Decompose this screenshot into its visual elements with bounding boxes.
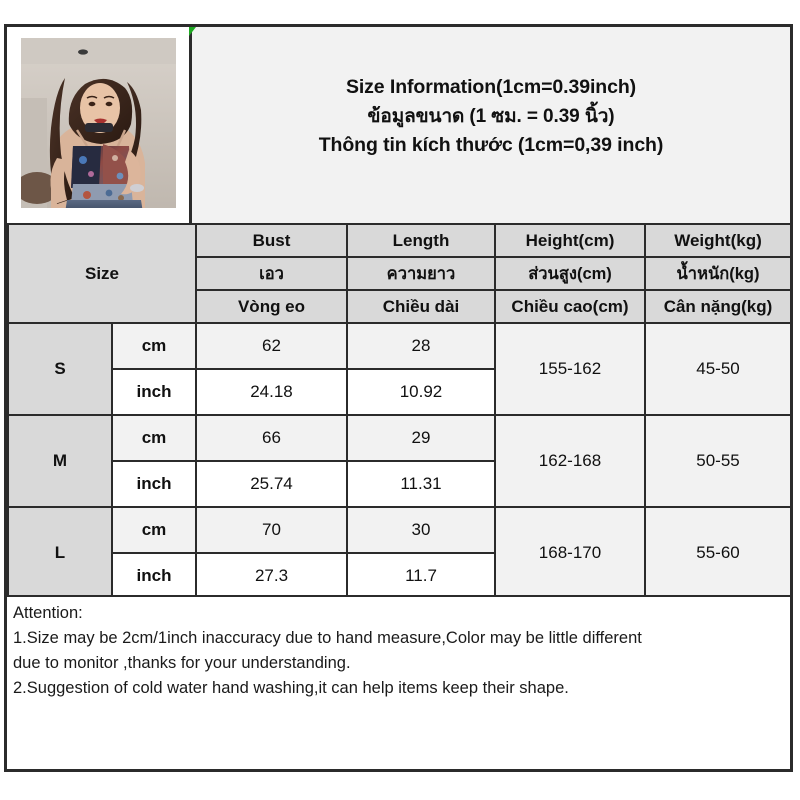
height-s: 155-162 [494,322,646,416]
header-weight-vi: Cân nặng(kg) [644,289,792,324]
weight-m: 50-55 [644,414,792,508]
title-english: Size Information(1cm=0.39inch) [345,75,637,98]
table-header-row-vi: Vòng eo Chiều dài Chiều cao(cm) Cân nặng… [8,289,792,324]
weight-s: 45-50 [644,322,792,416]
size-label-m: M [7,414,113,508]
green-corner-marker-icon [189,27,196,36]
height-m: 162-168 [494,414,646,508]
bust-cm-s: 62 [195,322,348,370]
header-height-vi: Chiều cao(cm) [494,289,646,324]
header-bust-en: Bust [195,223,348,258]
length-cm-s: 28 [346,322,496,370]
title-vietnamese: Thông tin kích thước (1cm=0,39 inch) [318,133,664,156]
header-height-th: ส่วนสูง(cm) [494,256,646,291]
table-row: inch 25.74 11.31 [8,460,791,508]
bust-inch-m: 25.74 [195,460,348,508]
attention-line-3: 2.Suggestion of cold water hand washing,… [13,679,569,697]
length-inch-m: 11.31 [346,460,496,508]
table-row: S cm 62 28 155-162 45-50 [7,322,792,416]
header-height-en: Height(cm) [494,223,646,258]
product-photo [20,37,176,213]
height-l: 168-170 [494,506,646,600]
header-weight-th: น้ำหนัก(kg) [644,256,792,291]
attention-line-2: due to monitor ,thanks for your understa… [13,654,351,672]
size-header-cell: Size [7,223,197,324]
title-block: Size Information(1cm=0.39inch) ข้อมูลขนา… [192,27,790,223]
table-header-row-th: เอว ความยาว ส่วนสูง(cm) น้ำหนัก(kg) [8,256,792,291]
attention-block: Attention: 1.Size may be 2cm/1inch inacc… [7,595,790,769]
table-header-row-en: Size Bust Length Height(cm) Weight(kg) [7,223,792,324]
bust-cm-m: 66 [195,414,348,462]
header-bust-th: เอว [195,256,348,291]
bust-inch-s: 24.18 [195,368,348,416]
header-band: Size Information(1cm=0.39inch) ข้อมูลขนา… [7,27,790,223]
size-label-s: S [7,322,113,416]
table-row: M cm 66 29 162-168 50-55 [7,414,792,508]
header-length-th: ความยาว [346,256,496,291]
unit-cm-s: cm [111,322,197,370]
unit-inch-m: inch [111,460,197,508]
product-photo-graphic [20,37,176,213]
chart-frame: Size Information(1cm=0.39inch) ข้อมูลขนา… [4,24,793,772]
length-inch-l: 11.7 [346,552,496,600]
size-table: Size Bust Length Height(cm) Weight(kg) เ… [7,223,792,600]
header-length-vi: Chiều dài [346,289,496,324]
length-cm-m: 29 [346,414,496,462]
header-bust-vi: Vòng eo [195,289,348,324]
table-row: inch 24.18 10.92 [8,368,791,416]
weight-l: 55-60 [644,506,792,600]
size-label-l: L [7,506,113,600]
attention-line-1: 1.Size may be 2cm/1inch inaccuracy due t… [13,629,642,647]
unit-inch-s: inch [111,368,197,416]
attention-heading: Attention: [13,604,83,622]
title-thai: ข้อมูลขนาด (1 ซม. = 0.39 นิ้ว) [367,105,615,127]
unit-inch-l: inch [111,552,197,600]
unit-cm-l: cm [111,506,197,554]
bust-inch-l: 27.3 [195,552,348,600]
header-length-en: Length [346,223,496,258]
table-row: L cm 70 30 168-170 55-60 [7,506,792,600]
product-photo-cell [7,27,196,223]
header-weight-en: Weight(kg) [644,223,792,258]
bust-cm-l: 70 [195,506,348,554]
unit-cm-m: cm [111,414,197,462]
length-cm-l: 30 [346,506,496,554]
length-inch-s: 10.92 [346,368,496,416]
